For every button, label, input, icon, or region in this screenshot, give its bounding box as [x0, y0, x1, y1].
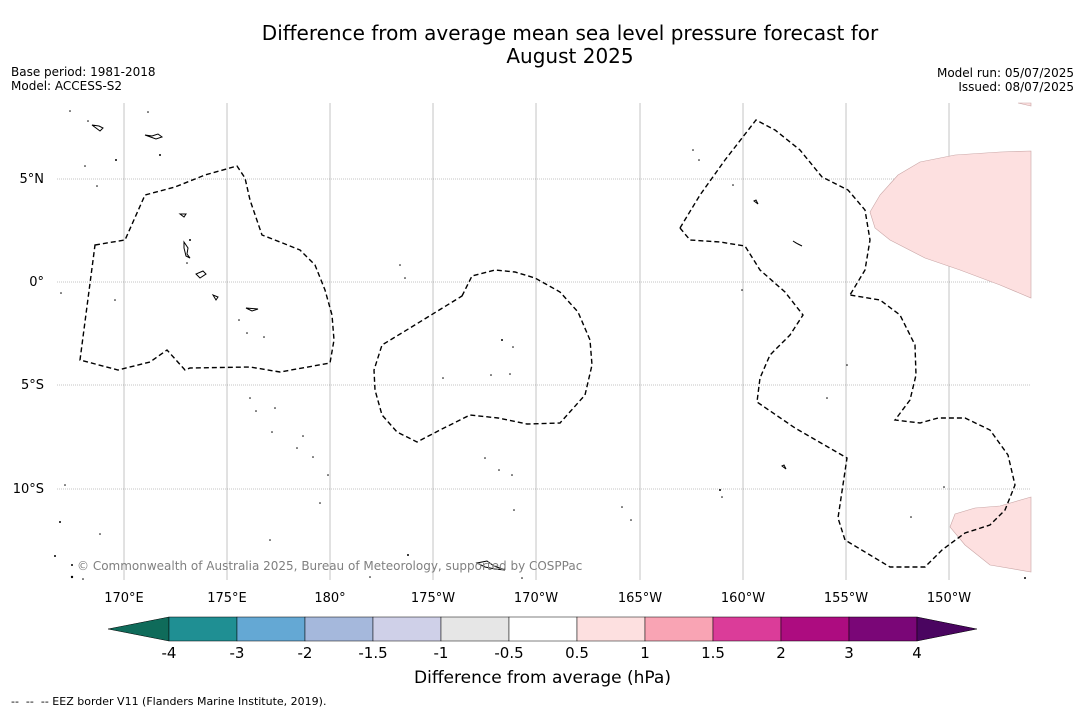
- latitude-label: 0°: [29, 275, 44, 290]
- anomaly-region-southeast: [949, 496, 1032, 573]
- colorbar-tick-label: -3: [230, 644, 245, 662]
- colorbar-extend-over: [916, 616, 978, 642]
- latitude-label: 5°S: [21, 378, 44, 393]
- colorbar-segment: [712, 616, 782, 642]
- colorbar-tick-labels: -4 -3 -2 -1.5 -1 -0.5 0.5 1 1.5 2 3 4: [162, 644, 922, 662]
- base-period-text: Base period: 1981-2018: [11, 65, 156, 79]
- colorbar-extend-under: [107, 616, 170, 642]
- colorbar-segment: [304, 616, 374, 642]
- colorbar-tick-label: -4: [162, 644, 177, 662]
- island: [144, 133, 164, 140]
- island: [91, 124, 104, 132]
- eez-footnote: -- -- -- EEZ border V11 (Flanders Marine…: [11, 695, 327, 708]
- anomaly-region-east: [869, 150, 1032, 299]
- island: [195, 270, 207, 279]
- colorbar-label: Difference from average (hPa): [414, 668, 671, 688]
- longitude-label: 180°: [314, 591, 345, 606]
- island: [245, 307, 259, 312]
- colorbar-tick-label: 3: [844, 644, 854, 662]
- latitude-labels: 5°N 0° 5°S 10°S: [13, 172, 44, 497]
- map-title: Difference from average mean sea level p…: [0, 22, 1085, 68]
- gridlines: [57, 103, 1031, 580]
- longitude-label: 170°W: [514, 591, 558, 606]
- colorbar-tick-label: 1: [640, 644, 650, 662]
- longitude-label: 170°E: [104, 591, 144, 606]
- colorbar: -4 -3 -2 -1.5 -1 -0.5 0.5 1 1.5 2 3 4: [107, 616, 978, 662]
- small-islands: [54, 110, 1026, 580]
- colorbar-segment: [508, 616, 578, 642]
- colorbar-tick-label: 1.5: [701, 644, 725, 662]
- latitude-label: 5°N: [20, 172, 45, 187]
- eez-border-northeast: [679, 119, 871, 296]
- colorbar-segment: [576, 616, 646, 642]
- model-text: Model: ACCESS-S2: [11, 79, 123, 93]
- anomaly-region-northeast: [1017, 102, 1032, 107]
- longitude-label: 175°W: [411, 591, 455, 606]
- title-line-1: Difference from average mean sea level p…: [261, 21, 879, 45]
- colorbar-tick-label: 4: [912, 644, 922, 662]
- longitude-label: 175°E: [207, 591, 247, 606]
- island: [178, 213, 187, 218]
- meta-right: Model run: 05/07/2025 Issued: 08/07/2025: [937, 66, 1074, 94]
- model-run-text: Model run: 05/07/2025: [936, 66, 1074, 80]
- colorbar-tick-label: -2: [298, 644, 313, 662]
- colorbar-segment: [644, 616, 714, 642]
- eez-border-east: [679, 227, 1016, 568]
- colorbar-segment: [236, 616, 306, 642]
- colorbar-tick-label: 2: [776, 644, 786, 662]
- island: [781, 464, 787, 470]
- colorbar-tick-label: 0.5: [565, 644, 589, 662]
- colorbar-segment: [440, 616, 510, 642]
- copyright-text: © Commonwealth of Australia 2025, Bureau…: [77, 559, 582, 573]
- issued-text: Issued: 08/07/2025: [958, 80, 1074, 94]
- eez-borders: [79, 119, 1016, 568]
- island: [753, 199, 759, 205]
- colorbar-segment: [168, 616, 238, 642]
- colorbar-segment: [848, 616, 918, 642]
- longitude-labels: 170°E 175°E 180° 175°W 170°W 165°W 160°W 155°W 1…: [104, 591, 971, 606]
- longitude-label: 160°W: [721, 591, 765, 606]
- title-line-2: August 2025: [506, 44, 634, 68]
- colorbar-segment: [780, 616, 850, 642]
- coastlines: [91, 124, 803, 571]
- longitude-label: 165°W: [618, 591, 662, 606]
- colorbar-segments: [168, 616, 918, 642]
- latitude-label: 10°S: [13, 482, 44, 497]
- island: [211, 293, 219, 301]
- island: [183, 240, 191, 259]
- colorbar-tick-label: -1.5: [358, 644, 387, 662]
- longitude-label: 155°W: [824, 591, 868, 606]
- eez-border-central: [373, 269, 593, 443]
- longitude-label: 150°W: [927, 591, 971, 606]
- eez-border-west: [79, 165, 335, 373]
- colorbar-tick-label: -1: [434, 644, 449, 662]
- colorbar-segment: [372, 616, 442, 642]
- colorbar-tick-label: -0.5: [494, 644, 523, 662]
- meta-left: Base period: 1981-2018 Model: ACCESS-S2: [11, 65, 156, 93]
- island: [475, 560, 506, 571]
- island: [792, 240, 803, 247]
